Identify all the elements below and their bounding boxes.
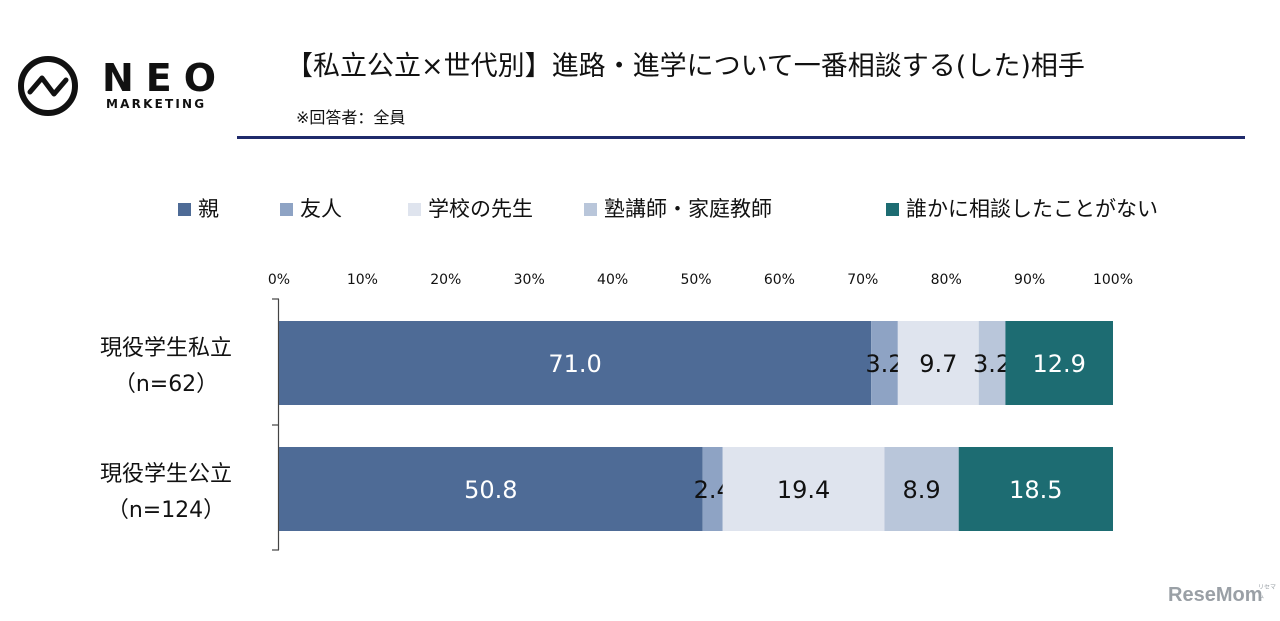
page-subtitle: ※回答者：全員	[296, 108, 406, 127]
x-tick-label: 100%	[1093, 272, 1133, 288]
bar-segment	[279, 321, 872, 405]
x-tick-label: 50%	[680, 272, 711, 288]
x-tick-label: 40%	[597, 272, 628, 288]
bar-segment	[279, 447, 703, 531]
legend-label: 塾講師・家庭教師	[604, 197, 772, 221]
category-label: （n=62）	[114, 372, 218, 397]
legend-swatch	[178, 203, 191, 216]
logo-wave-icon	[18, 56, 78, 116]
title-underline	[237, 136, 1245, 139]
category-label: 現役学生公立	[100, 462, 232, 487]
logo-subtext: MARKETING	[106, 97, 207, 111]
bar-segment	[702, 447, 723, 531]
bar-segment	[1005, 321, 1113, 405]
neo-marketing-logo: NEO MARKETING	[16, 50, 246, 116]
data-label: 3.2	[865, 350, 903, 378]
legend-swatch	[280, 203, 293, 216]
page-title: 【私立公立×世代別】進路・進学について一番相談する(した)相手	[286, 51, 1085, 82]
watermark-small: リセマム	[1258, 584, 1277, 600]
bar-segment	[871, 321, 898, 405]
x-tick-label: 10%	[347, 272, 378, 288]
logo-wordmark: NEO	[102, 56, 229, 100]
data-label: 12.9	[1032, 350, 1085, 378]
bar-segment	[897, 321, 979, 405]
x-tick-label: 70%	[847, 272, 878, 288]
legend-label: 親	[198, 197, 219, 221]
legend-label: 友人	[300, 197, 342, 221]
x-tick-label: 80%	[931, 272, 962, 288]
bar-segment	[722, 447, 885, 531]
legend-swatch	[584, 203, 597, 216]
x-tick-label: 30%	[514, 272, 545, 288]
bar-segment	[958, 447, 1113, 531]
data-label: 8.9	[903, 476, 941, 504]
data-label: 50.8	[464, 476, 517, 504]
bar-segment	[884, 447, 959, 531]
data-label: 9.7	[919, 350, 957, 378]
x-tick-label: 20%	[430, 272, 461, 288]
category-label: 現役学生私立	[100, 336, 232, 361]
data-label: 18.5	[1009, 476, 1062, 504]
category-label: （n=124）	[107, 498, 225, 523]
bar-segment	[978, 321, 1006, 405]
legend-label: 誰かに相談したことがない	[906, 197, 1158, 221]
x-tick-label: 90%	[1014, 272, 1045, 288]
watermark: ReseMom	[1168, 584, 1263, 606]
x-tick-label: 0%	[268, 272, 290, 288]
data-label: 3.2	[973, 350, 1011, 378]
data-label: 19.4	[777, 476, 830, 504]
legend-swatch	[408, 203, 421, 216]
data-label: 71.0	[548, 350, 601, 378]
legend-swatch	[886, 203, 899, 216]
legend-label: 学校の先生	[428, 197, 533, 221]
x-tick-label: 60%	[764, 272, 795, 288]
